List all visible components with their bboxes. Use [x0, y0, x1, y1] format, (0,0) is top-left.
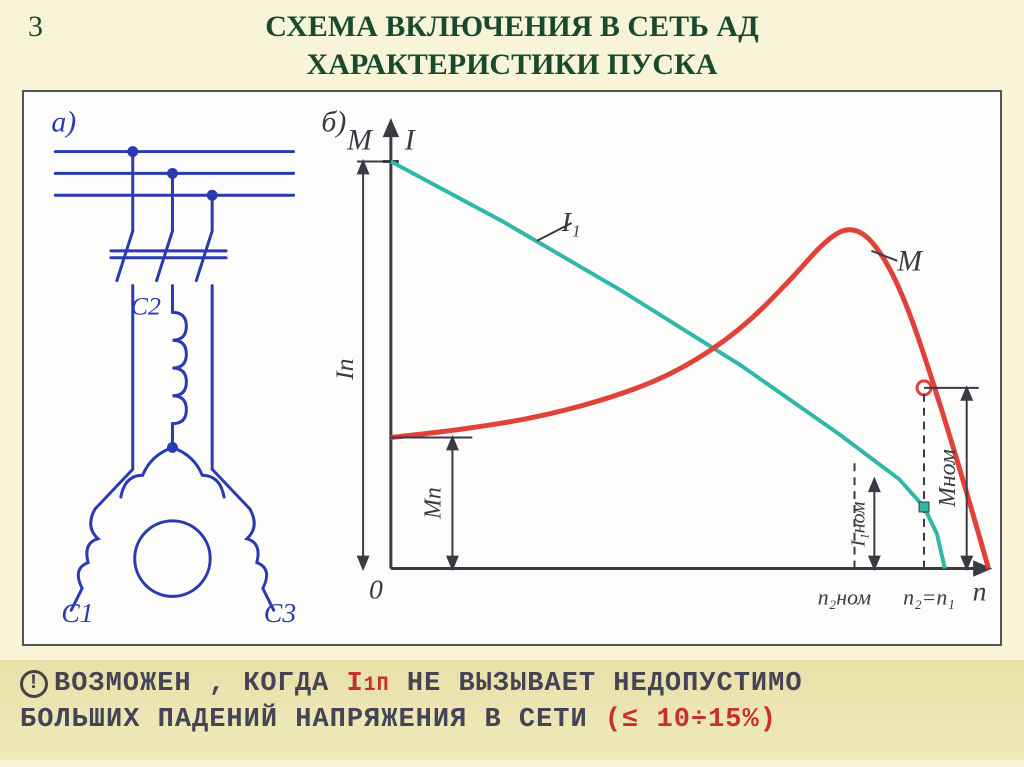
terminal-c3: С3 — [264, 598, 296, 629]
note-mark-icon: ! — [20, 670, 48, 698]
note-red-1-sub: 1П — [364, 674, 390, 697]
panel-a-label: а) — [51, 106, 76, 139]
moment-curve-label: М — [896, 245, 924, 278]
xtick-n2nom: n₂ном — [818, 585, 871, 609]
note-text-3: БОЛЬШИХ ПАДЕНИЙ НАПРЯЖЕНИЯ В СЕТИ — [20, 705, 605, 735]
page-number: 3 — [28, 10, 43, 44]
title-line-1: СХЕМА ВКЛЮЧЕНИЯ В СЕТЬ АД — [265, 10, 759, 43]
panel-b-label: б) — [321, 106, 346, 139]
title-line-2: ХАРАКТЕРИСТИКИ ПУСКА — [307, 48, 718, 81]
label-ip: Iп — [330, 358, 359, 381]
terminal-c2: С2 — [131, 291, 161, 320]
moment-curve — [391, 230, 989, 569]
note-strip: !ВОЗМОЖЕН , КОГДА I1П НЕ ВЫЗЫВАЕТ НЕДОПУ… — [0, 660, 1024, 760]
note-text-2: НЕ ВЫЗЫВАЕТ НЕДОПУСТИМО — [390, 669, 803, 699]
terminal-c1: С1 — [61, 598, 93, 629]
note-red-2: (≤ 10÷15%) — [605, 705, 777, 735]
dim-ip — [357, 161, 391, 568]
xtick-n2n1: n₂=n₁ — [903, 585, 955, 609]
schematic — [55, 148, 293, 611]
figure-panel: а) б) — [22, 90, 1002, 646]
axis-origin: 0 — [369, 574, 383, 605]
dim-inom — [869, 479, 879, 568]
label-mp: Мп — [421, 487, 447, 520]
label-inom: I₁ном — [847, 501, 869, 548]
page-title: СХЕМА ВКЛЮЧЕНИЯ В СЕТЬ АД ХАРАКТЕРИСТИКИ… — [0, 0, 1024, 87]
label-mnom: Мном — [935, 449, 961, 508]
note-text-1: ВОЗМОЖЕН , КОГДА — [54, 669, 346, 699]
axis-label-i: I — [404, 124, 417, 157]
note-red-1: I — [346, 669, 363, 699]
axis-label-n: n — [973, 576, 987, 607]
chart: М I 0 n I₁ М n₂ном n₂=n₁ — [330, 122, 988, 610]
axis-label-m: М — [346, 124, 374, 157]
inductor-c2 — [172, 312, 186, 447]
